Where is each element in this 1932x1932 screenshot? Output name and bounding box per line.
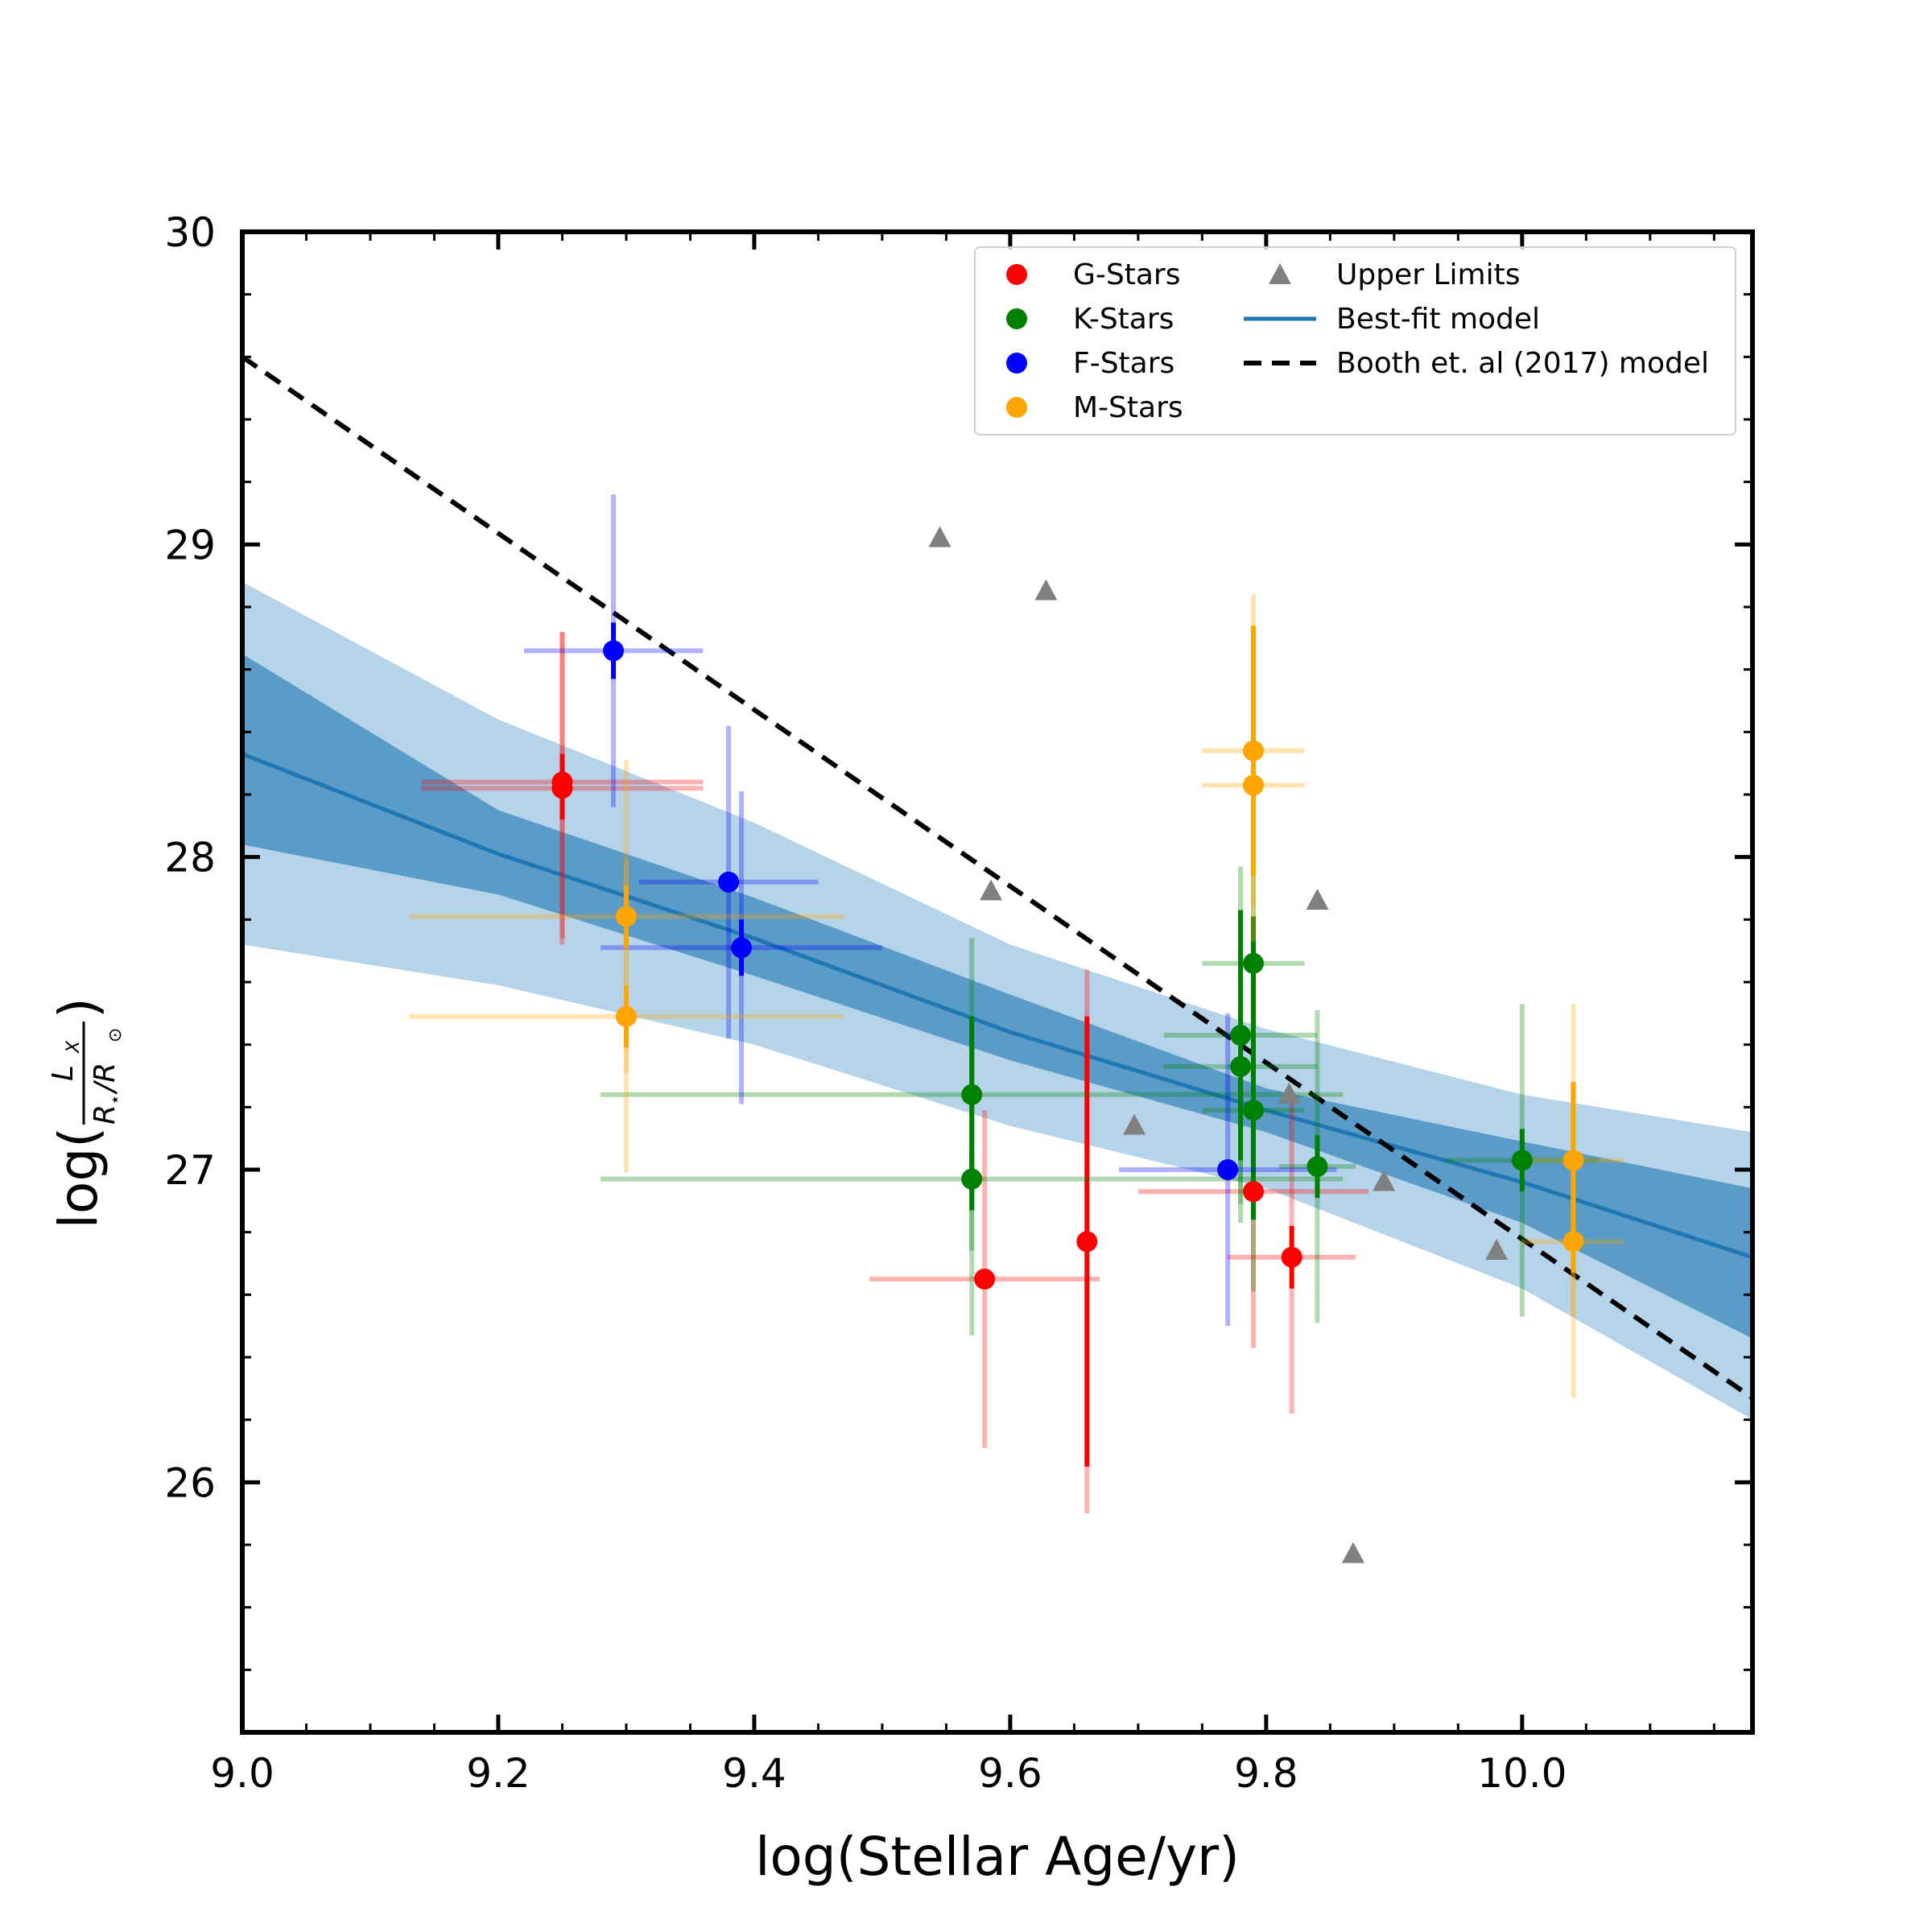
k-stars-point-1 — [961, 1168, 983, 1190]
m-stars-point-3 — [1242, 774, 1264, 796]
svg-text:⋆: ⋆ — [105, 1094, 126, 1105]
x-tick-label: 9.6 — [978, 1750, 1042, 1797]
x-tick-labels: 9.0 9.2 9.4 9.6 9.8 10.0 — [210, 1750, 1567, 1797]
k-stars-point-5 — [1242, 1100, 1264, 1121]
x-axis-label: log(Stellar Age/yr) — [755, 1826, 1240, 1888]
legend-marker-g-stars — [1006, 264, 1027, 285]
x-tick-label: 9.2 — [466, 1750, 530, 1797]
svg-text:L: L — [47, 1065, 80, 1081]
y-tick-label: 30 — [164, 209, 216, 256]
upper-limit-point-4 — [1278, 1082, 1301, 1104]
x-tick-label: 10.0 — [1477, 1750, 1567, 1797]
m-stars-point-4 — [1563, 1150, 1584, 1171]
f-stars-point-1 — [718, 871, 740, 893]
upper-limit-point-6 — [1373, 1170, 1396, 1191]
k-stars-point-4 — [1242, 952, 1264, 974]
y-tick-label: 26 — [164, 1459, 216, 1506]
x-tick-label: 9.0 — [210, 1750, 275, 1797]
upper-limit-point-7 — [1485, 1238, 1509, 1260]
svg-text:⊙: ⊙ — [105, 1028, 126, 1042]
legend-label-g-stars: G-Stars — [1073, 258, 1180, 291]
plot-frame — [240, 229, 1755, 1735]
k-stars-point-7 — [1511, 1150, 1533, 1171]
k-stars-point-3 — [1230, 1055, 1252, 1077]
m-stars-point-5 — [1563, 1231, 1584, 1253]
svg-text:log(: log( — [47, 1127, 109, 1228]
m-stars-point-0 — [615, 906, 637, 927]
svg-text:R: R — [89, 1104, 122, 1125]
g-stars-point-2 — [974, 1268, 996, 1290]
y-tick-label: 27 — [164, 1147, 216, 1194]
upper-limit-point-0 — [928, 526, 952, 547]
upper-limit-point-8 — [1341, 1542, 1364, 1563]
legend-frame — [974, 246, 1736, 436]
legend-label-upper-limits: Upper Limits — [1336, 258, 1520, 291]
y-tick-label: 29 — [164, 522, 216, 568]
svg-text:X: X — [64, 1040, 84, 1054]
data-markers — [551, 526, 1584, 1563]
x-tick-label: 9.8 — [1234, 1750, 1298, 1797]
m-stars-point-1 — [615, 1005, 637, 1027]
legend-label-m-stars: M-Stars — [1073, 391, 1183, 424]
f-stars-point-3 — [1217, 1159, 1239, 1180]
legend-marker-upper-limits — [1269, 263, 1291, 284]
g-stars-point-1 — [551, 778, 573, 799]
g-stars-point-3 — [1076, 1231, 1098, 1253]
y-tick-label: 28 — [164, 835, 216, 881]
k-stars-point-2 — [1230, 1025, 1252, 1046]
booth-model-line — [242, 354, 1752, 1400]
x-tick-label: 9.4 — [722, 1750, 786, 1797]
plot-area — [242, 354, 1752, 1563]
legend-marker-k-stars — [1006, 308, 1027, 329]
k-stars-point-0 — [961, 1084, 983, 1105]
g-stars-point-5 — [1281, 1246, 1302, 1268]
k-stars-point-6 — [1307, 1156, 1328, 1178]
legend-marker-f-stars — [1006, 353, 1027, 374]
best-fit-inner-band — [242, 654, 1752, 1339]
upper-limit-point-5 — [1306, 889, 1329, 910]
upper-limit-point-2 — [980, 879, 1003, 901]
g-stars-point-4 — [1242, 1181, 1264, 1203]
legend-label-best-fit: Best-fit model — [1336, 303, 1540, 336]
svg-text:): ) — [47, 997, 109, 1018]
upper-limit-point-1 — [1034, 579, 1058, 601]
legend-marker-m-stars — [1006, 397, 1027, 418]
legend-label-f-stars: F-Stars — [1073, 347, 1174, 380]
legend: G-Stars K-Stars F-Stars M-Stars Upper Li… — [974, 246, 1736, 436]
y-tick-labels: 26 27 28 29 30 — [164, 209, 216, 1506]
svg-text:/R: /R — [89, 1063, 122, 1095]
f-stars-point-0 — [603, 640, 625, 662]
legend-label-booth-model: Booth et. al (2017) model — [1336, 347, 1709, 380]
m-stars-point-2 — [1242, 740, 1264, 762]
legend-label-k-stars: K-Stars — [1073, 303, 1174, 336]
f-stars-point-2 — [731, 937, 753, 959]
y-axis-label: log( L X R ⋆ /R ⊙ ) — [47, 997, 126, 1228]
upper-limit-point-3 — [1123, 1113, 1146, 1135]
